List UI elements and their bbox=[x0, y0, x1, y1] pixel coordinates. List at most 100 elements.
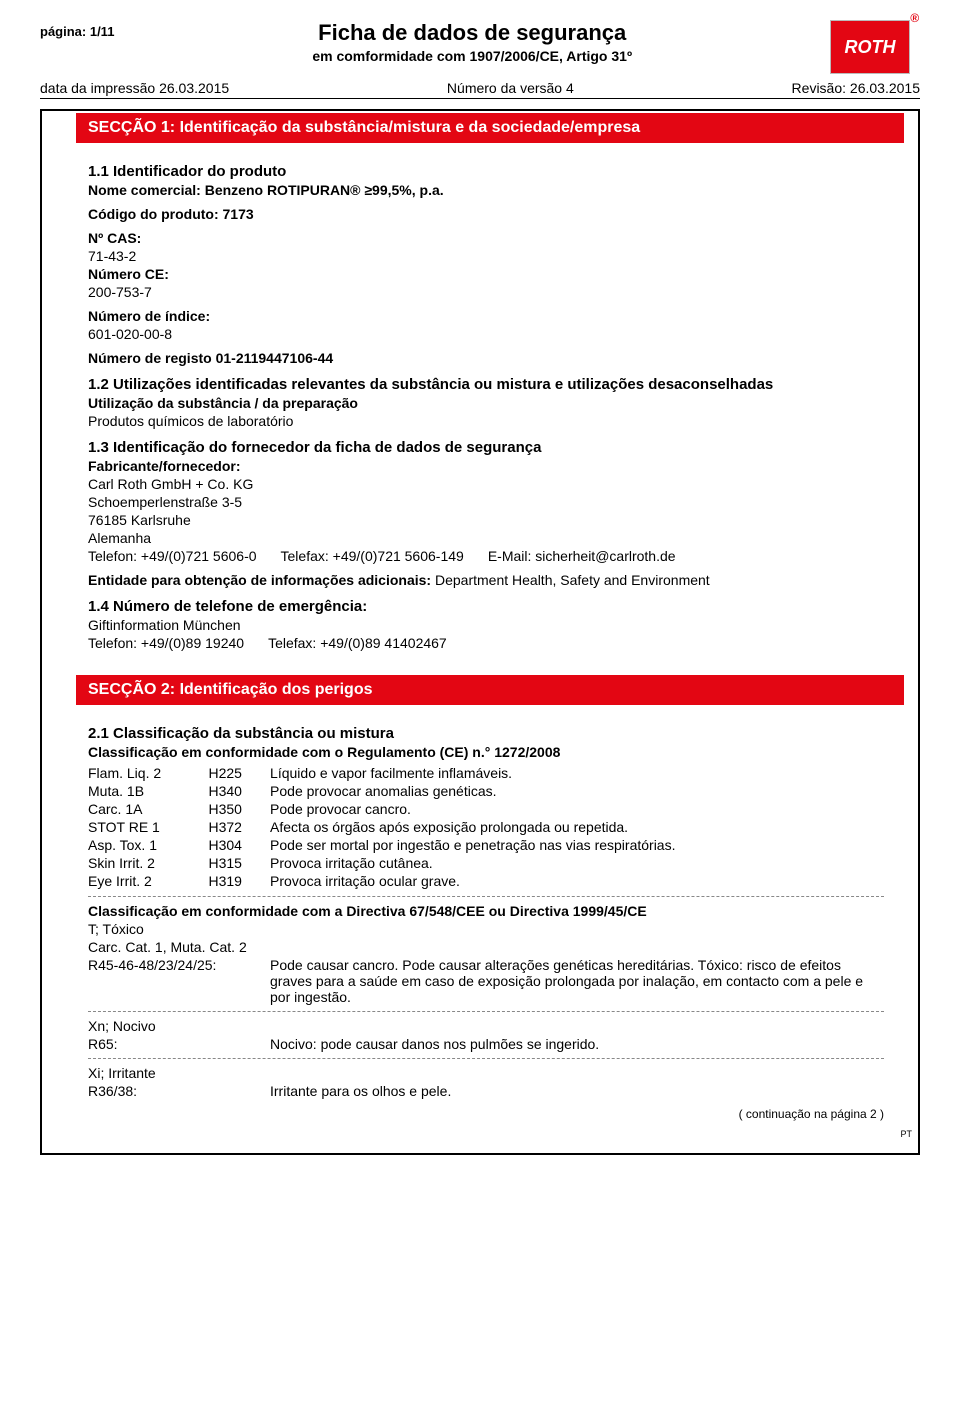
clp-desc: Pode provocar cancro. bbox=[270, 800, 884, 818]
ec-label: Número CE: bbox=[88, 266, 884, 282]
clp-label: Classificação em conformidade com o Regu… bbox=[88, 744, 884, 760]
section-1-body: 1.1 Identificador do produto Nome comerc… bbox=[44, 143, 916, 661]
emerg-name: Giftinformation München bbox=[88, 617, 884, 633]
emerg-contact-row: Telefon: +49/(0)89 19240 Telefax: +49/(0… bbox=[88, 635, 884, 651]
supplier-addr1: Schoemperlenstraße 3-5 bbox=[88, 494, 884, 510]
info-label: Entidade para obtenção de informações ad… bbox=[88, 572, 431, 588]
r65-row: R65: Nocivo: pode causar danos nos pulmõ… bbox=[88, 1036, 884, 1052]
r65-label: R65: bbox=[88, 1036, 258, 1052]
clp-row: Carc. 1AH350Pode provocar cancro. bbox=[88, 800, 884, 818]
clp-cat: STOT RE 1 bbox=[88, 818, 208, 836]
heading-1-3: 1.3 Identificação do fornecedor da ficha… bbox=[88, 439, 884, 456]
r-phrase-label: R45-46-48/23/24/25: bbox=[88, 957, 258, 1005]
cas-value: 71-43-2 bbox=[88, 248, 884, 264]
supplier-label: Fabricante/fornecedor: bbox=[88, 458, 884, 474]
info-entity: Entidade para obtenção de informações ad… bbox=[88, 572, 884, 588]
clp-row: Muta. 1BH340Pode provocar anomalias gené… bbox=[88, 782, 884, 800]
clp-code: H225 bbox=[208, 764, 270, 782]
emerg-tel: Telefon: +49/(0)89 19240 bbox=[88, 635, 244, 651]
version-number: Número da versão 4 bbox=[447, 80, 574, 96]
heading-1-2: 1.2 Utilizações identificadas relevantes… bbox=[88, 376, 884, 393]
registered-icon: ® bbox=[910, 11, 919, 25]
supplier-fax: Telefax: +49/(0)721 5606-149 bbox=[281, 548, 464, 564]
clp-desc: Pode ser mortal por ingestão e penetraçã… bbox=[270, 836, 884, 854]
page-header: página: 1/11 Ficha de dados de segurança… bbox=[40, 20, 920, 74]
dsd-xi: Xi; Irritante bbox=[88, 1065, 884, 1081]
dsd-carc: Carc. Cat. 1, Muta. Cat. 2 bbox=[88, 939, 884, 955]
clp-row: Asp. Tox. 1H304Pode ser mortal por inges… bbox=[88, 836, 884, 854]
heading-1-1: 1.1 Identificador do produto bbox=[88, 163, 884, 180]
clp-row: Flam. Liq. 2H225Líquido e vapor facilmen… bbox=[88, 764, 884, 782]
meta-row: data da impressão 26.03.2015 Número da v… bbox=[40, 80, 920, 99]
r-phrase-text: Pode causar cancro. Pode causar alteraçõ… bbox=[270, 957, 884, 1005]
section-1-bar: * SECÇÃO 1: Identificação da substância/… bbox=[76, 113, 904, 143]
print-date: data da impressão 26.03.2015 bbox=[40, 80, 229, 96]
continuation-note: ( continuação na página 2 ) bbox=[88, 1107, 884, 1121]
supplier-addr2: 76185 Karlsruhe bbox=[88, 512, 884, 528]
content-box: * SECÇÃO 1: Identificação da substância/… bbox=[40, 109, 920, 1155]
clp-code: H372 bbox=[208, 818, 270, 836]
dashed-separator bbox=[88, 1058, 884, 1059]
r36-text: Irritante para os olhos e pele. bbox=[270, 1083, 451, 1099]
roth-logo: ROTH ® bbox=[830, 20, 910, 74]
page-number: página: 1/11 bbox=[40, 20, 114, 39]
supplier-tel: Telefon: +49/(0)721 5606-0 bbox=[88, 548, 257, 564]
asterisk-icon: * bbox=[60, 119, 65, 135]
r-phrase-block: R45-46-48/23/24/25:Pode causar cancro. P… bbox=[88, 957, 884, 1005]
clp-desc: Provoca irritação cutânea. bbox=[270, 854, 884, 872]
clp-cat: Muta. 1B bbox=[88, 782, 208, 800]
trade-name: Nome comercial: Benzeno ROTIPURAN® ≥99,5… bbox=[88, 182, 884, 198]
clp-desc: Afecta os órgãos após exposição prolonga… bbox=[270, 818, 884, 836]
clp-row: Eye Irrit. 2H319Provoca irritação ocular… bbox=[88, 872, 884, 890]
supplier-name: Carl Roth GmbH + Co. KG bbox=[88, 476, 884, 492]
section-2-bar: * SECÇÃO 2: Identificação dos perigos bbox=[76, 675, 904, 705]
clp-desc: Líquido e vapor facilmente inflamáveis. bbox=[270, 764, 884, 782]
clp-table: Flam. Liq. 2H225Líquido e vapor facilmen… bbox=[88, 764, 884, 890]
emerg-fax: Telefax: +49/(0)89 41402467 bbox=[268, 635, 447, 651]
r-phrase-row: R45-46-48/23/24/25:Pode causar cancro. P… bbox=[88, 957, 884, 1005]
heading-2-1: 2.1 Classificação da substância ou mistu… bbox=[88, 725, 884, 742]
logo-wrap: ROTH ® bbox=[830, 20, 920, 74]
supplier-contact-row: Telefon: +49/(0)721 5606-0 Telefax: +49/… bbox=[88, 548, 884, 564]
clp-cat: Carc. 1A bbox=[88, 800, 208, 818]
dashed-separator bbox=[88, 1011, 884, 1012]
clp-cat: Flam. Liq. 2 bbox=[88, 764, 208, 782]
clp-code: H319 bbox=[208, 872, 270, 890]
dsd-label: Classificação em conformidade com a Dire… bbox=[88, 903, 884, 919]
r36-label: R36/38: bbox=[88, 1083, 258, 1099]
title-block: Ficha de dados de segurança em comformid… bbox=[114, 20, 830, 64]
clp-code: H304 bbox=[208, 836, 270, 854]
section-2-body: 2.1 Classificação da substância ou mistu… bbox=[44, 705, 916, 1131]
index-value: 601-020-00-8 bbox=[88, 326, 884, 342]
dsd-toxic: T; Tóxico bbox=[88, 921, 884, 937]
doc-title: Ficha de dados de segurança bbox=[114, 20, 830, 46]
doc-subtitle: em comformidade com 1907/2006/CE, Artigo… bbox=[114, 48, 830, 64]
clp-desc: Provoca irritação ocular grave. bbox=[270, 872, 884, 890]
clp-row: STOT RE 1H372Afecta os órgãos após expos… bbox=[88, 818, 884, 836]
revision-date: Revisão: 26.03.2015 bbox=[792, 80, 920, 96]
index-label: Número de índice: bbox=[88, 308, 884, 324]
clp-code: H315 bbox=[208, 854, 270, 872]
section-1-title: SECÇÃO 1: Identificação da substância/mi… bbox=[88, 119, 640, 136]
asterisk-icon: * bbox=[60, 681, 65, 697]
clp-code: H340 bbox=[208, 782, 270, 800]
logo-text: ROTH bbox=[845, 37, 896, 58]
reg-number: Número de registo 01-2119447106-44 bbox=[88, 350, 884, 366]
supplier-email: E-Mail: sicherheit@carlroth.de bbox=[488, 548, 676, 564]
section-2-title: SECÇÃO 2: Identificação dos perigos bbox=[88, 681, 373, 698]
clp-row: Skin Irrit. 2H315Provoca irritação cutân… bbox=[88, 854, 884, 872]
clp-code: H350 bbox=[208, 800, 270, 818]
heading-1-4: 1.4 Número de telefone de emergência: bbox=[88, 598, 884, 615]
use-text: Produtos químicos de laboratório bbox=[88, 413, 884, 429]
product-code: Código do produto: 7173 bbox=[88, 206, 884, 222]
r65-text: Nocivo: pode causar danos nos pulmões se… bbox=[270, 1036, 599, 1052]
cas-label: Nº CAS: bbox=[88, 230, 884, 246]
use-label: Utilização da substância / da preparação bbox=[88, 395, 884, 411]
dashed-separator bbox=[88, 896, 884, 897]
r36-row: R36/38: Irritante para os olhos e pele. bbox=[88, 1083, 884, 1099]
ec-value: 200-753-7 bbox=[88, 284, 884, 300]
supplier-country: Alemanha bbox=[88, 530, 884, 546]
dsd-xn: Xn; Nocivo bbox=[88, 1018, 884, 1034]
clp-desc: Pode provocar anomalias genéticas. bbox=[270, 782, 884, 800]
clp-cat: Skin Irrit. 2 bbox=[88, 854, 208, 872]
